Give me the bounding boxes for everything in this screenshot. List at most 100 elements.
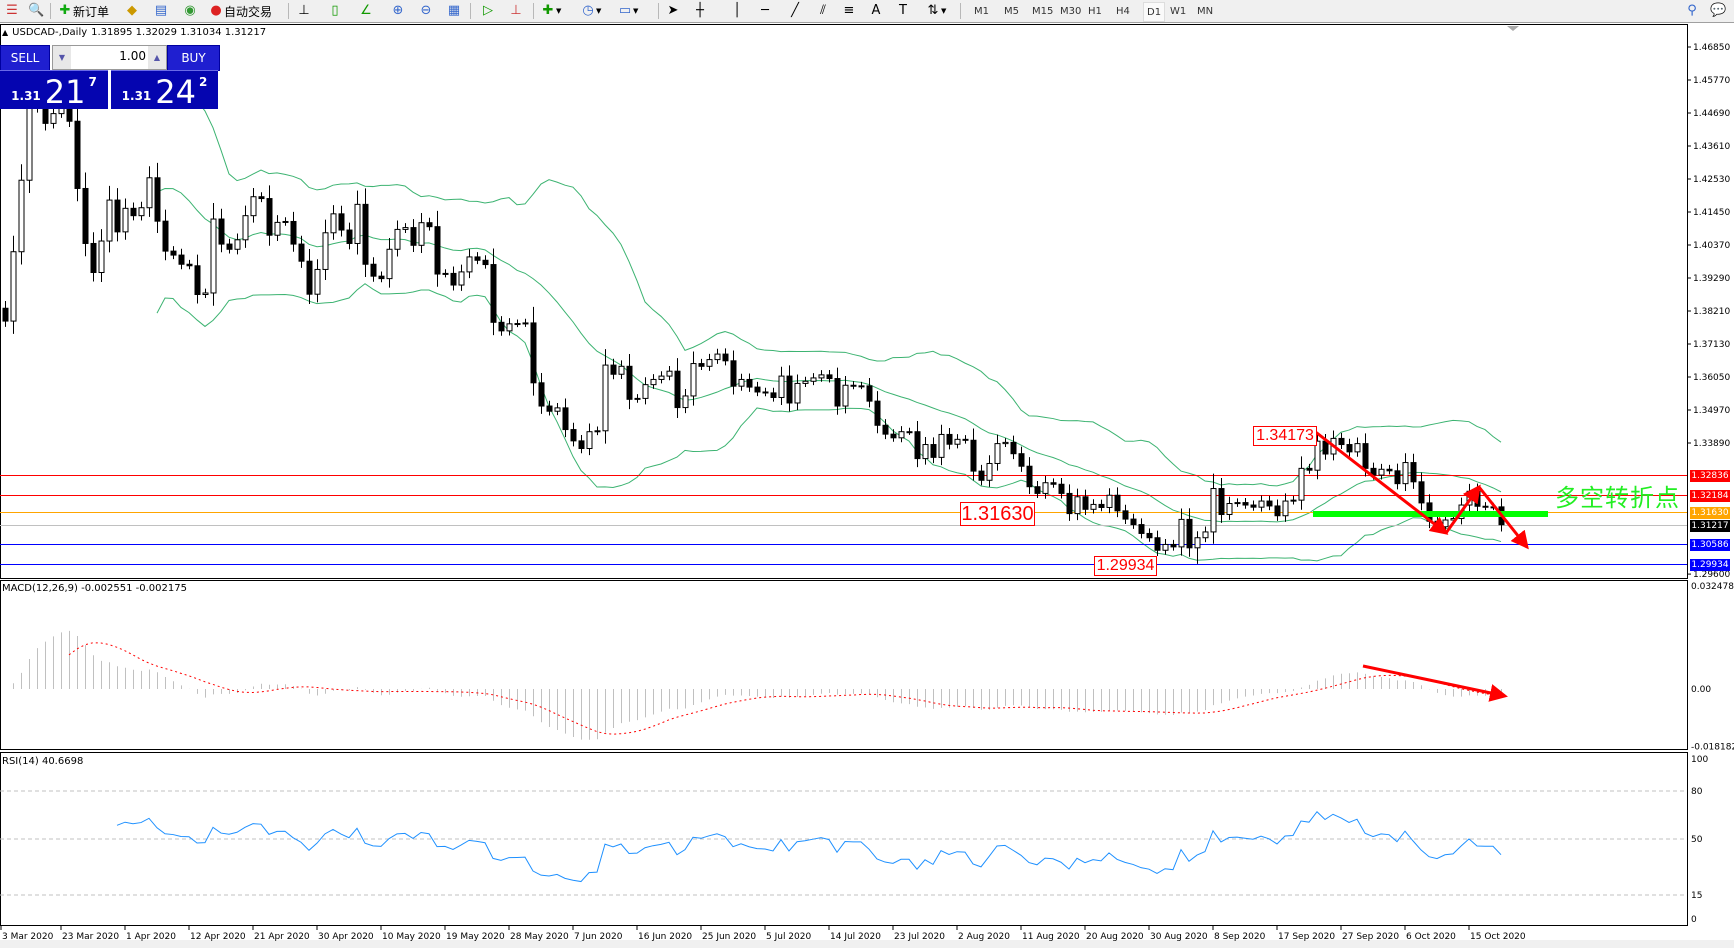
candle-body bbox=[10, 251, 17, 322]
rsi-axis-label: 100 bbox=[1691, 755, 1708, 765]
collapse-triangle-icon[interactable]: ▲ bbox=[2, 28, 9, 37]
candle-body bbox=[602, 364, 609, 432]
new-order-button[interactable]: ✚ 新订单 bbox=[57, 2, 109, 20]
candle-body bbox=[842, 384, 849, 407]
candle-body bbox=[546, 405, 553, 412]
market-watch-button[interactable]: ☰ bbox=[4, 2, 20, 20]
tile-icon: ▦ bbox=[447, 3, 461, 18]
candle-body bbox=[1194, 537, 1201, 549]
equidistant-channel-button[interactable]: ⫽ bbox=[815, 2, 831, 20]
sell-button[interactable]: SELL bbox=[0, 45, 50, 71]
candle-body bbox=[314, 268, 321, 295]
candle-body bbox=[266, 198, 273, 236]
navigator-button[interactable]: 🔍 bbox=[28, 2, 44, 20]
price-axis-label: 1.46850 bbox=[1693, 43, 1730, 53]
auto-scroll-icon: ▷ bbox=[483, 3, 493, 18]
sell-price-pips: 21 bbox=[44, 73, 86, 111]
timeframe-w1[interactable]: W1 bbox=[1170, 5, 1187, 17]
candle-body bbox=[826, 374, 833, 380]
candle-body bbox=[738, 378, 745, 387]
candle-body bbox=[858, 385, 865, 388]
line-chart-button[interactable]: ∠ bbox=[358, 2, 374, 20]
templates-dropdown[interactable]: ▭ ▼ bbox=[618, 3, 639, 18]
low-price-label[interactable]: 1.29934 bbox=[1094, 556, 1157, 576]
candlestick-button[interactable]: ▯ bbox=[327, 2, 343, 20]
bar-chart-button[interactable]: ⊥ bbox=[296, 2, 312, 20]
chart-shift-button[interactable]: ⊥ bbox=[508, 2, 524, 20]
high-price-label[interactable]: 1.34173 bbox=[1253, 426, 1317, 446]
timeframe-mn[interactable]: MN bbox=[1197, 5, 1214, 17]
tile-windows-button[interactable]: ▦ bbox=[446, 2, 462, 20]
timeframe-d1[interactable]: D1 bbox=[1143, 2, 1166, 22]
candle-body bbox=[690, 363, 697, 397]
timeframe-m1[interactable]: M1 bbox=[974, 5, 989, 17]
buy-price[interactable]: 1.31 24 2 bbox=[111, 70, 218, 109]
fibonacci-button[interactable]: ≡ bbox=[841, 2, 857, 20]
search-button[interactable]: ⚲ bbox=[1684, 2, 1700, 20]
chart-shift-icon: ⊥ bbox=[510, 3, 522, 18]
timeframe-m5[interactable]: M5 bbox=[1004, 5, 1019, 17]
candle-body bbox=[658, 375, 665, 380]
timeframe-m15[interactable]: M15 bbox=[1032, 5, 1054, 17]
candle-body bbox=[26, 107, 33, 181]
vertical-line-button[interactable]: │ bbox=[729, 2, 745, 20]
timeframe-m30[interactable]: M30 bbox=[1060, 5, 1082, 17]
candle-body bbox=[482, 259, 489, 266]
crosshair-icon: ┼ bbox=[696, 3, 704, 18]
arrows-dropdown[interactable]: ⇅ ▼ bbox=[925, 2, 947, 20]
lot-value[interactable]: 1.00 bbox=[119, 49, 146, 63]
cursor-button[interactable]: ➤ bbox=[665, 2, 681, 20]
add-indicator-icon: ✚ bbox=[542, 3, 554, 18]
turning-point-text[interactable]: 多空转折点 bbox=[1555, 484, 1680, 512]
candle-body bbox=[1138, 524, 1145, 534]
zoom-in-button[interactable]: ⊕ bbox=[390, 2, 406, 20]
horizontal-line-button[interactable]: ─ bbox=[757, 2, 773, 20]
sell-price[interactable]: 1.31 21 7 bbox=[0, 70, 108, 109]
text-button[interactable]: A bbox=[868, 2, 884, 20]
signals-button[interactable]: ◉ bbox=[182, 2, 198, 20]
terminal-button[interactable]: ▤ bbox=[153, 2, 169, 20]
indicators-dropdown[interactable]: ✚ ▼ bbox=[540, 2, 562, 20]
candle-body bbox=[1098, 503, 1105, 508]
candle-body bbox=[1274, 505, 1281, 517]
separator bbox=[658, 3, 659, 19]
zoom-out-button[interactable]: ⊖ bbox=[418, 2, 434, 20]
candle-body bbox=[778, 375, 785, 398]
periods-dropdown[interactable]: ◷ ▼ bbox=[580, 2, 601, 20]
candle-body bbox=[626, 365, 633, 400]
template-icon: ▭ bbox=[618, 3, 632, 18]
candle-body bbox=[370, 263, 377, 277]
timeframe-h1[interactable]: H1 bbox=[1088, 5, 1102, 17]
candle-body bbox=[1314, 440, 1321, 471]
macd-panel bbox=[0, 580, 1688, 750]
auto-scroll-button[interactable]: ▷ bbox=[480, 2, 496, 20]
lot-decrease-button[interactable]: ▼ bbox=[53, 46, 71, 69]
horizontal-line-icon: ─ bbox=[761, 3, 769, 18]
search-icon: ⚲ bbox=[1687, 3, 1697, 18]
candle-body bbox=[514, 323, 521, 326]
lot-increase-button[interactable]: ▲ bbox=[148, 46, 166, 69]
lot-size-input[interactable]: ▼ 1.00 ▲ bbox=[52, 45, 167, 70]
date-axis-label: 10 May 2020 bbox=[382, 932, 441, 942]
crosshair-button[interactable]: ┼ bbox=[692, 2, 708, 20]
text-label-button[interactable]: T bbox=[895, 2, 911, 20]
candle-body bbox=[1026, 465, 1033, 488]
rsi-axis-label: 15 bbox=[1691, 891, 1702, 901]
timeframe-h4[interactable]: H4 bbox=[1116, 5, 1130, 17]
rsi-axis-label: 50 bbox=[1691, 835, 1703, 845]
rsi-line bbox=[116, 810, 1502, 883]
auto-trading-button[interactable]: ● 自动交易 bbox=[208, 2, 272, 20]
price-axis-label: 1.45770 bbox=[1693, 76, 1730, 86]
trendline-button[interactable]: ╱ bbox=[787, 2, 803, 20]
price-axis-label: 1.29600 bbox=[1693, 570, 1730, 580]
meta-editor-button[interactable]: ◆ bbox=[124, 2, 140, 20]
buy-price-fraction: 2 bbox=[198, 75, 208, 89]
price-axis-label: 1.34970 bbox=[1693, 406, 1730, 416]
pivot-price-label[interactable]: 1.31630 bbox=[960, 502, 1035, 526]
candle-body bbox=[882, 424, 889, 435]
buy-label: BUY bbox=[181, 51, 206, 65]
candle-body bbox=[866, 385, 873, 402]
buy-button[interactable]: BUY bbox=[167, 45, 220, 71]
chat-button[interactable]: 💬 bbox=[1710, 2, 1726, 20]
